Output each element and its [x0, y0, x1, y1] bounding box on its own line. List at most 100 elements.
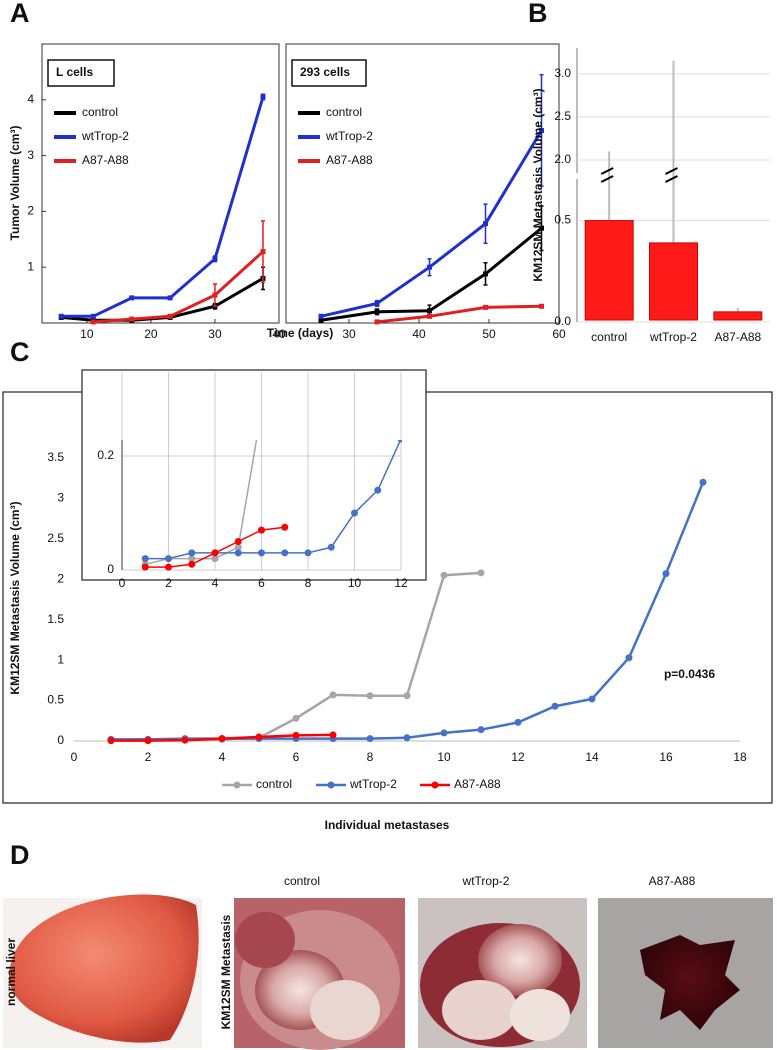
y-tick-label: 1	[57, 652, 64, 666]
point	[366, 692, 374, 700]
x-tick-label: 30	[342, 327, 356, 341]
y-tick-label: 3	[27, 148, 34, 162]
point	[328, 247, 335, 254]
point	[281, 549, 289, 557]
legend-label: A87-A88	[82, 153, 129, 167]
error-bar	[483, 261, 488, 286]
point	[188, 555, 196, 563]
title-box	[47, 59, 115, 87]
y-tick-label: 1	[27, 259, 34, 273]
point	[90, 319, 96, 325]
error-bar	[212, 255, 217, 263]
inset-x-tick-label: 12	[394, 576, 408, 590]
x-tick-label: 30	[208, 327, 222, 341]
x-axis-label: Individual metastases	[325, 818, 450, 832]
y-tick-label: 2.5	[47, 531, 64, 545]
bar	[584, 220, 634, 321]
point	[444, 270, 451, 277]
x-tick-label: A87-A88	[714, 330, 761, 344]
x-tick-label: 14	[585, 750, 599, 764]
point	[329, 731, 337, 739]
photo-row-label: normal liver	[4, 938, 18, 1006]
y-tick-label: 4	[27, 92, 34, 106]
legend-label: A87-A88	[326, 153, 373, 167]
legend-label: wtTrop-2	[325, 129, 373, 143]
x-tick-label: 4	[219, 750, 226, 764]
inset-x-tick-label: 8	[305, 576, 312, 590]
legend-label: wtTrop-2	[81, 129, 129, 143]
error-bar	[375, 299, 379, 308]
error-bar	[212, 283, 217, 308]
inset-x-tick-label: 10	[348, 576, 362, 590]
panel-label: D	[10, 840, 30, 870]
point	[588, 695, 596, 703]
error-bar	[129, 296, 134, 300]
x-tick-label: 16	[659, 750, 673, 764]
chart-title: L cells	[56, 65, 93, 79]
series-line	[376, 304, 542, 324]
point	[625, 654, 633, 662]
x-tick-label: 40	[412, 327, 426, 341]
point	[403, 734, 411, 742]
y-tick-label: 2.0	[554, 152, 571, 166]
point	[374, 486, 382, 494]
point	[167, 313, 173, 319]
point	[699, 478, 707, 486]
legend-label: control	[326, 105, 362, 119]
x-tick-label: 6	[293, 750, 300, 764]
point	[141, 563, 149, 571]
y-tick-label: 2	[57, 571, 64, 585]
y-axis-label: Tumor Volume (cm³)	[8, 126, 22, 241]
y-tick-label: 3	[57, 491, 64, 505]
inset-x-tick-label: 4	[212, 576, 219, 590]
point	[318, 313, 324, 319]
y-tick-label: 2.5	[554, 109, 571, 123]
photo-column-label: control	[284, 874, 320, 888]
point	[477, 726, 485, 734]
point	[304, 549, 312, 557]
point	[188, 549, 196, 557]
point	[144, 737, 152, 745]
point	[234, 543, 242, 551]
x-axis-label: Time (days)	[267, 326, 333, 340]
legend-label: control	[82, 105, 118, 119]
y-tick-label: 2	[27, 204, 34, 218]
photo-normal-liver	[3, 894, 202, 1048]
photo-column-label: A87-A88	[649, 874, 696, 888]
point	[351, 509, 358, 517]
error-bar	[427, 258, 432, 277]
inset-frame	[81, 369, 427, 581]
legend-marker	[327, 781, 335, 789]
x-tick-label: 0	[71, 750, 78, 764]
photo-group-label: KM12SM Metastasis	[219, 914, 233, 1029]
x-tick-label: 12	[511, 750, 525, 764]
photo-control	[234, 898, 405, 1050]
point	[255, 733, 263, 741]
error-bar	[375, 308, 379, 316]
point	[281, 242, 288, 249]
x-tick-label: 20	[144, 327, 158, 341]
y-tick-label: 3.5	[47, 450, 64, 464]
error-bar	[260, 220, 265, 284]
point	[129, 316, 135, 322]
panel-label: C	[10, 337, 30, 367]
point	[397, 440, 402, 443]
error-bar	[539, 73, 544, 188]
x-tick-label: 8	[367, 750, 374, 764]
point	[58, 313, 64, 319]
point	[329, 691, 337, 699]
point	[165, 555, 172, 563]
point	[281, 523, 289, 531]
y-tick-label: 0.0	[554, 314, 571, 328]
point	[292, 731, 300, 739]
legend-label: A87-A88	[454, 777, 501, 791]
y-tick-label: 3.0	[554, 66, 571, 80]
point	[440, 571, 448, 579]
x-tick-label: 10	[80, 327, 94, 341]
point	[258, 526, 265, 534]
panel-label: A	[10, 0, 30, 28]
chart-title: 293 cells	[300, 65, 350, 79]
break-mark	[600, 167, 614, 183]
inset-plot	[141, 242, 451, 571]
